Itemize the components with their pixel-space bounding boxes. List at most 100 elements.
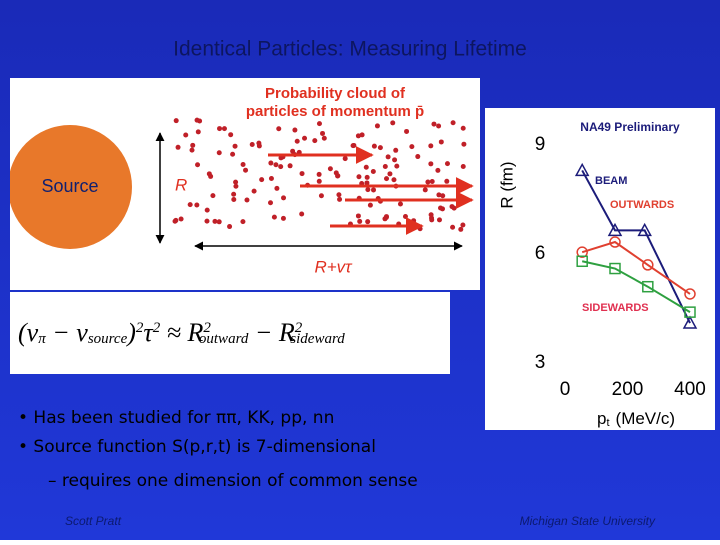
particle	[216, 150, 222, 156]
footer-right: Michigan State University	[520, 514, 656, 528]
particle	[230, 151, 236, 157]
particle	[385, 154, 391, 160]
particle	[232, 143, 238, 149]
bullet: • Has been studied for ππ, KK, pp, nn	[18, 408, 334, 428]
cloud-label: particles of momentum p̄	[246, 103, 424, 120]
particle	[194, 202, 200, 208]
particle	[217, 126, 223, 132]
particle	[274, 185, 280, 191]
formula-part: outward	[199, 331, 249, 347]
particle	[391, 177, 397, 183]
particle	[281, 195, 287, 201]
particle	[429, 178, 435, 184]
particle	[187, 202, 193, 208]
particle	[278, 164, 284, 170]
formula-part: 2	[203, 320, 211, 336]
marker	[607, 222, 623, 237]
formula-panel	[10, 292, 450, 374]
particle	[278, 155, 284, 161]
marker	[684, 306, 696, 318]
particle	[197, 118, 203, 124]
particle	[422, 187, 428, 193]
particle-cloud	[172, 117, 467, 232]
x-label-unit: (MeV/c)	[616, 409, 676, 428]
marker	[609, 236, 621, 248]
particle	[364, 174, 370, 180]
particle	[259, 177, 265, 183]
particle	[436, 192, 442, 198]
x-tick-label: 200	[612, 379, 644, 400]
y-tick-label: 6	[535, 243, 546, 264]
particle	[299, 171, 305, 177]
particle	[458, 226, 464, 232]
particle	[206, 171, 212, 177]
particle	[383, 214, 389, 220]
particle	[190, 142, 196, 148]
particle	[428, 161, 434, 167]
marker	[684, 288, 696, 300]
particle	[227, 224, 233, 230]
particle	[384, 176, 390, 182]
particle	[438, 139, 444, 145]
marker	[576, 255, 588, 268]
particle	[271, 214, 277, 220]
particle	[461, 141, 467, 147]
x-label-subscript: t	[606, 417, 609, 429]
particle	[438, 205, 444, 211]
y-axis-label: R (fm)	[497, 161, 516, 208]
particle	[377, 145, 383, 151]
particle	[268, 175, 274, 181]
formula-part: π	[38, 331, 46, 347]
particle	[210, 193, 216, 199]
particle	[316, 171, 322, 177]
particle	[390, 120, 396, 126]
particle	[392, 157, 398, 163]
particle	[359, 132, 365, 138]
radius-label: R	[175, 175, 187, 194]
particle	[425, 179, 431, 185]
formula-part: − R	[248, 318, 295, 347]
source-label: Source	[41, 176, 98, 196]
marker	[574, 162, 590, 177]
formula: (νπ − νsource)2τ2 ≈ R2 outward − R2 sidewa…	[18, 318, 345, 347]
series-label: SIDEWARDS	[582, 302, 649, 314]
particle	[240, 162, 246, 168]
particle	[189, 147, 195, 153]
chart-panel	[485, 108, 715, 430]
particle	[280, 215, 286, 221]
particle	[436, 217, 442, 223]
particle	[363, 164, 369, 170]
particle	[268, 200, 274, 206]
particle	[431, 121, 437, 127]
formula-part: − ν	[46, 318, 89, 347]
particle	[394, 163, 400, 169]
series-line	[581, 260, 691, 313]
particle	[231, 197, 237, 203]
particle	[444, 178, 450, 184]
particle	[221, 126, 227, 132]
particle	[450, 224, 456, 230]
particle	[233, 179, 239, 185]
particle	[294, 138, 300, 144]
particle	[411, 218, 417, 224]
marker	[637, 222, 652, 237]
particle	[460, 125, 466, 131]
particle	[460, 163, 466, 169]
particle	[316, 178, 322, 184]
particle	[371, 143, 377, 149]
x-tick-label: 0	[560, 379, 571, 400]
formula-part: 2	[295, 320, 303, 336]
marker	[576, 246, 588, 258]
particle	[393, 147, 399, 153]
chart: NA49 Preliminary R (fm) 3 6 9 0 200 400 pt (MeV/c…	[497, 120, 705, 429]
particle	[436, 123, 442, 129]
y-tick-label: 3	[535, 352, 546, 373]
particle	[397, 201, 403, 207]
particle	[178, 216, 184, 222]
particle	[387, 171, 393, 177]
particle	[435, 167, 441, 173]
slide-title: Identical Particles: Measuring Lifetime	[173, 38, 527, 61]
particle	[374, 123, 380, 129]
particle	[240, 219, 246, 225]
